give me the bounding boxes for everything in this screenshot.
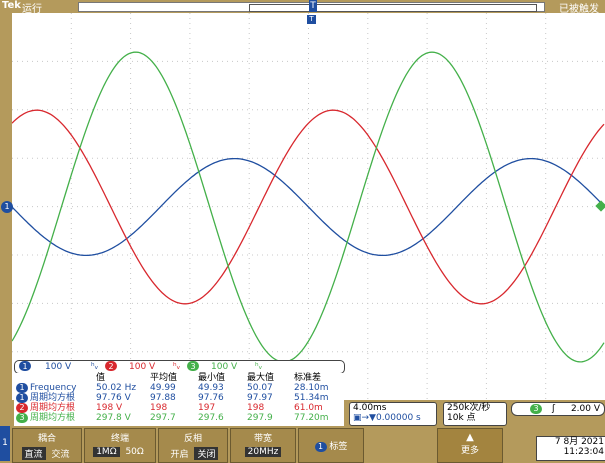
ch3-scale: 100 V [211,362,238,372]
sample-rate: 250k次/秒 [447,403,491,413]
waveform-display[interactable] [12,13,605,400]
label-channel-badge: 1 [314,442,327,452]
header-min: 最小值 [198,373,226,383]
ch3-coupling-icon: ʰᵥ [255,362,263,372]
measurement-cell: 97.76 [198,393,224,403]
ch1-badge: 1 [19,361,31,371]
waveform-ch1 [12,157,605,257]
coupling-dc-option[interactable]: 直流 [21,447,46,460]
measurement-cell: 97.88 [150,393,176,403]
measurement-cell: 50.02 Hz [96,383,137,393]
timebase-readout[interactable]: 4.00ms ▣→▼0.00000 s [349,402,437,426]
record-view-window [249,4,537,12]
measurement-name: 周期均方根 [30,403,76,413]
measurement-cell: 297.6 [198,413,224,423]
measurement-cell: 198 [247,403,265,413]
channel-1-ground-marker[interactable]: 1 [1,201,13,213]
header-stddev: 标准差 [294,373,322,383]
measurement-header: 值 平均值 最小值 最大值 标准差 [14,373,344,383]
waveform-ch3 [12,51,605,363]
trigger-state: 已被触发 [559,4,599,15]
measurement-cell: 297.8 V [96,413,131,423]
ch2-scale: 100 V [129,362,156,372]
trigger-point-icon: T [307,15,316,24]
trigger-position-marker[interactable]: T [309,0,317,12]
waveform-ch2 [12,109,605,305]
measurement-channel-badge: 1 [16,383,28,393]
ch1-coupling-icon: ʰᵥ [91,362,99,372]
bandwidth-title: 带宽 [253,434,272,444]
more-label: 更多 [460,446,479,456]
measurement-cell: 97.97 [247,393,273,403]
label-text: 标签 [329,442,348,452]
termination-menu[interactable]: 终端 1MΩ 50Ω [84,428,156,463]
trigger-level: 2.00 V [570,404,600,414]
coupling-menu[interactable]: 耦合 直流 交流 [12,428,82,463]
timebase-scale: 4.00ms [353,403,387,413]
coupling-ac-option[interactable]: 交流 [51,450,70,460]
date: 7 8月 2021 [554,437,604,447]
ch2-badge: 2 [105,361,117,371]
termination-title: 终端 [110,434,129,444]
ch3-legend[interactable]: 3 [187,361,199,373]
measurement-cell: 97.76 V [96,393,131,403]
ch3-badge: 3 [187,361,199,371]
measurement-cell: 28.10m [294,383,329,393]
status-bar: Tek 运行 T 已被触发 [0,0,605,15]
measurement-channel-badge: 3 [16,413,28,423]
measurement-row: 3 周期均方根 297.8 V 297.7 297.6 297.9 77.20m [14,413,344,423]
measurement-name: 周期均方根 [30,393,76,403]
menu-channel-indicator: 1 [0,426,10,461]
measurement-cell: 77.20m [294,413,329,423]
date-time-display: 7 8月 2021 11:23:04 [536,436,605,461]
ch1-legend[interactable]: 1 [19,361,31,373]
measurement-cell: 297.9 [247,413,273,423]
measurement-cell: 51.34m [294,393,329,403]
invert-off-option[interactable]: 关闭 [194,447,219,460]
measurement-channel-badge: 2 [16,403,28,413]
header-mean: 平均值 [150,373,178,383]
measurement-cell: 49.99 [150,383,176,393]
up-arrow-icon: ▲ [466,432,474,443]
measurement-cell: 197 [198,403,216,413]
label-menu[interactable]: 1 标签 [298,428,364,463]
time: 11:23:04 [563,447,604,457]
measurement-name: 周期均方根 [30,413,76,423]
brand-logo: Tek [2,0,21,11]
measurement-cell: 50.07 [247,383,273,393]
invert-on-option[interactable]: 开启 [170,450,189,460]
acquisition-readout[interactable]: 250k次/秒 10k 点 [443,402,507,426]
measurement-cell: 49.93 [198,383,224,393]
ch2-legend[interactable]: 2 [105,361,117,373]
run-state: 运行 [22,4,42,15]
more-button[interactable]: ▲ 更多 [437,428,503,463]
header-value: 值 [96,373,106,383]
measurement-cell: 198 [150,403,168,413]
header-max: 最大值 [247,373,275,383]
measurement-channel-badge: 1 [16,393,28,403]
ch2-coupling-icon: ʰᵥ [173,362,181,372]
measurement-row: 1 Frequency 50.02 Hz 49.99 49.93 50.07 28.10m [14,383,344,393]
measurement-row: 1 周期均方根 97.76 V 97.88 97.76 97.97 51.34m [14,393,344,403]
trigger-source-badge: 3 [530,404,542,414]
waveform-graticule [12,13,605,400]
bandwidth-menu[interactable]: 带宽 20MHz [230,428,296,463]
measurement-cell: 61.0m [294,403,323,413]
timebase-position: ▣→▼0.00000 s [353,413,421,423]
coupling-title: 耦合 [37,434,56,444]
measurement-cell: 297.7 [150,413,176,423]
trigger-slope-icon: ʃ [552,404,556,414]
bandwidth-value: 20MHz [244,447,282,457]
ch1-scale: 100 V [45,362,72,372]
termination-1m-option[interactable]: 1MΩ [93,447,120,457]
trigger-readout[interactable]: 3 ʃ 2.00 V [511,402,605,416]
termination-50-option[interactable]: 50Ω [125,447,144,457]
invert-menu[interactable]: 反相 开启 关闭 [158,428,228,463]
invert-title: 反相 [183,434,202,444]
measurement-cell: 198 V [96,403,123,413]
channel-legend: 1 100 V ʰᵥ 2 100 V ʰᵥ 3 100 V ʰᵥ [14,360,345,374]
measurement-row: 2 周期均方根 198 V 198 197 198 61.0m [14,403,344,413]
record-length: 10k 点 [447,413,476,423]
measurement-name: Frequency [30,383,77,393]
